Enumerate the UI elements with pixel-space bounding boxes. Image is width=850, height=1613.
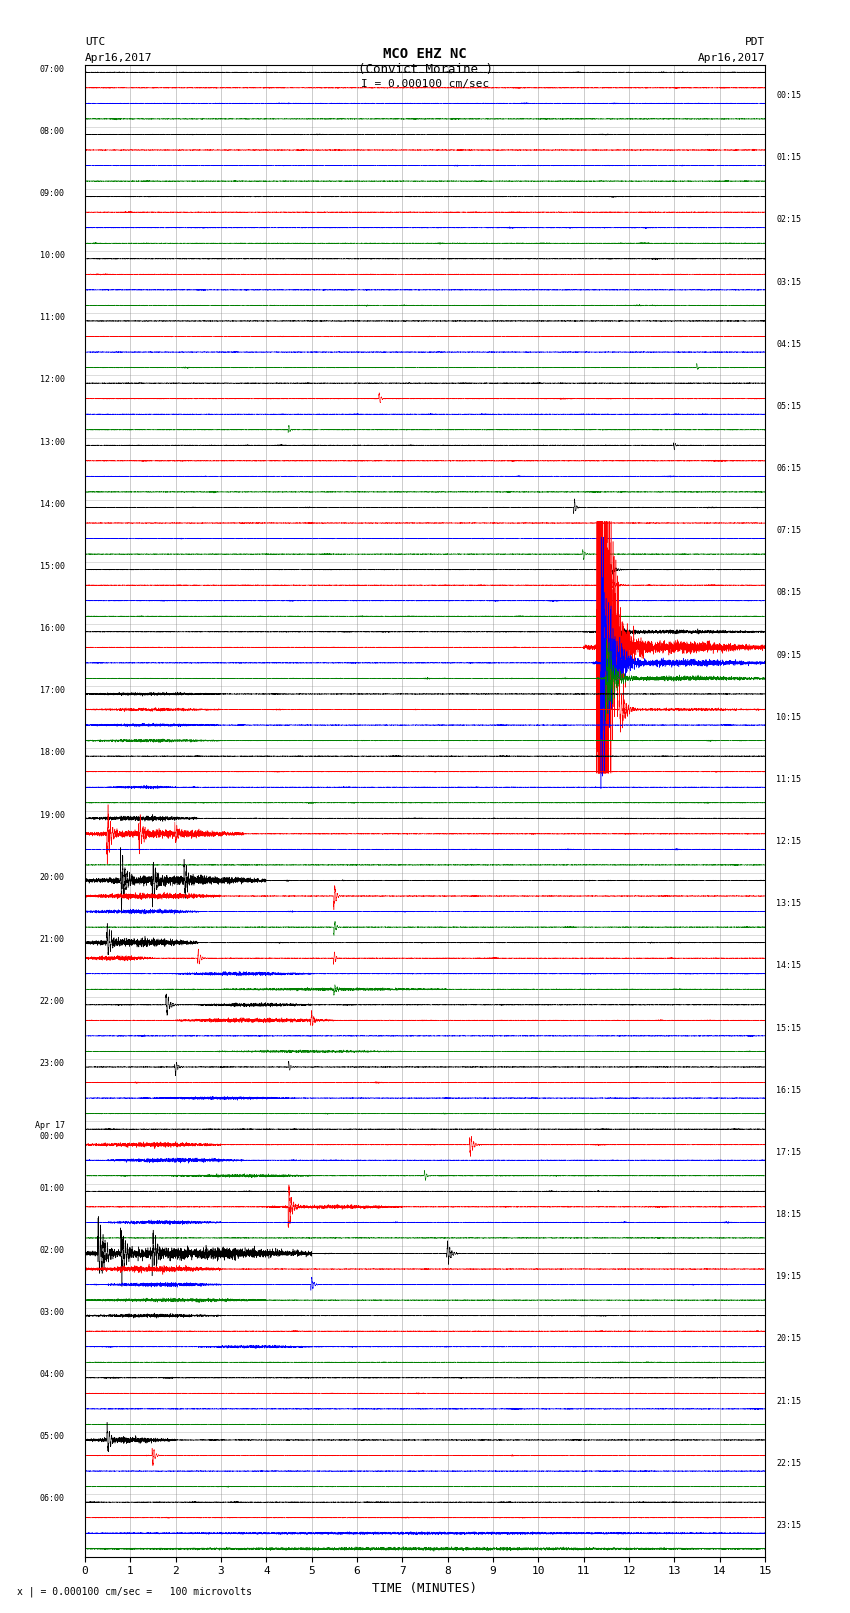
Text: 23:15: 23:15 <box>776 1521 802 1531</box>
Text: 11:00: 11:00 <box>40 313 65 323</box>
Text: 15:00: 15:00 <box>40 561 65 571</box>
Text: 10:00: 10:00 <box>40 252 65 260</box>
Text: 11:15: 11:15 <box>776 774 802 784</box>
Text: UTC: UTC <box>85 37 105 47</box>
Text: 22:00: 22:00 <box>40 997 65 1007</box>
Text: 15:15: 15:15 <box>776 1024 802 1032</box>
Text: 03:00: 03:00 <box>40 1308 65 1316</box>
Text: Apr 17
00:00: Apr 17 00:00 <box>35 1121 65 1140</box>
Text: 09:00: 09:00 <box>40 189 65 198</box>
Text: 06:15: 06:15 <box>776 465 802 473</box>
Text: 23:00: 23:00 <box>40 1060 65 1068</box>
Text: 08:00: 08:00 <box>40 127 65 135</box>
Text: 16:00: 16:00 <box>40 624 65 632</box>
Text: 18:00: 18:00 <box>40 748 65 758</box>
Text: 18:15: 18:15 <box>776 1210 802 1219</box>
Text: 17:00: 17:00 <box>40 686 65 695</box>
Text: 22:15: 22:15 <box>776 1458 802 1468</box>
Text: 04:15: 04:15 <box>776 340 802 348</box>
Text: 07:15: 07:15 <box>776 526 802 536</box>
Text: Apr16,2017: Apr16,2017 <box>698 53 765 63</box>
Text: x | = 0.000100 cm/sec =   100 microvolts: x | = 0.000100 cm/sec = 100 microvolts <box>17 1586 252 1597</box>
Text: 21:00: 21:00 <box>40 936 65 944</box>
Text: MCO EHZ NC: MCO EHZ NC <box>383 47 467 61</box>
Text: 21:15: 21:15 <box>776 1397 802 1405</box>
Text: Apr16,2017: Apr16,2017 <box>85 53 152 63</box>
Text: 14:00: 14:00 <box>40 500 65 508</box>
Text: 05:00: 05:00 <box>40 1432 65 1440</box>
Text: 14:15: 14:15 <box>776 961 802 971</box>
Text: 05:15: 05:15 <box>776 402 802 411</box>
Text: 08:15: 08:15 <box>776 589 802 597</box>
Text: 13:00: 13:00 <box>40 437 65 447</box>
Text: 17:15: 17:15 <box>776 1148 802 1157</box>
Text: 09:15: 09:15 <box>776 650 802 660</box>
Text: 01:00: 01:00 <box>40 1184 65 1192</box>
Text: (Convict Moraine ): (Convict Moraine ) <box>358 63 492 76</box>
Text: 06:00: 06:00 <box>40 1494 65 1503</box>
Text: 13:15: 13:15 <box>776 900 802 908</box>
Text: 02:00: 02:00 <box>40 1245 65 1255</box>
Text: 04:00: 04:00 <box>40 1369 65 1379</box>
Text: 20:00: 20:00 <box>40 873 65 882</box>
Text: 10:15: 10:15 <box>776 713 802 721</box>
Text: 19:00: 19:00 <box>40 810 65 819</box>
Text: 19:15: 19:15 <box>776 1273 802 1281</box>
Text: 03:15: 03:15 <box>776 277 802 287</box>
Text: I = 0.000100 cm/sec: I = 0.000100 cm/sec <box>361 79 489 89</box>
Text: 00:15: 00:15 <box>776 90 802 100</box>
Text: 07:00: 07:00 <box>40 65 65 74</box>
Text: 12:00: 12:00 <box>40 376 65 384</box>
X-axis label: TIME (MINUTES): TIME (MINUTES) <box>372 1582 478 1595</box>
Text: 20:15: 20:15 <box>776 1334 802 1344</box>
Text: 12:15: 12:15 <box>776 837 802 847</box>
Text: PDT: PDT <box>745 37 765 47</box>
Text: 16:15: 16:15 <box>776 1086 802 1095</box>
Text: 01:15: 01:15 <box>776 153 802 163</box>
Text: 02:15: 02:15 <box>776 216 802 224</box>
